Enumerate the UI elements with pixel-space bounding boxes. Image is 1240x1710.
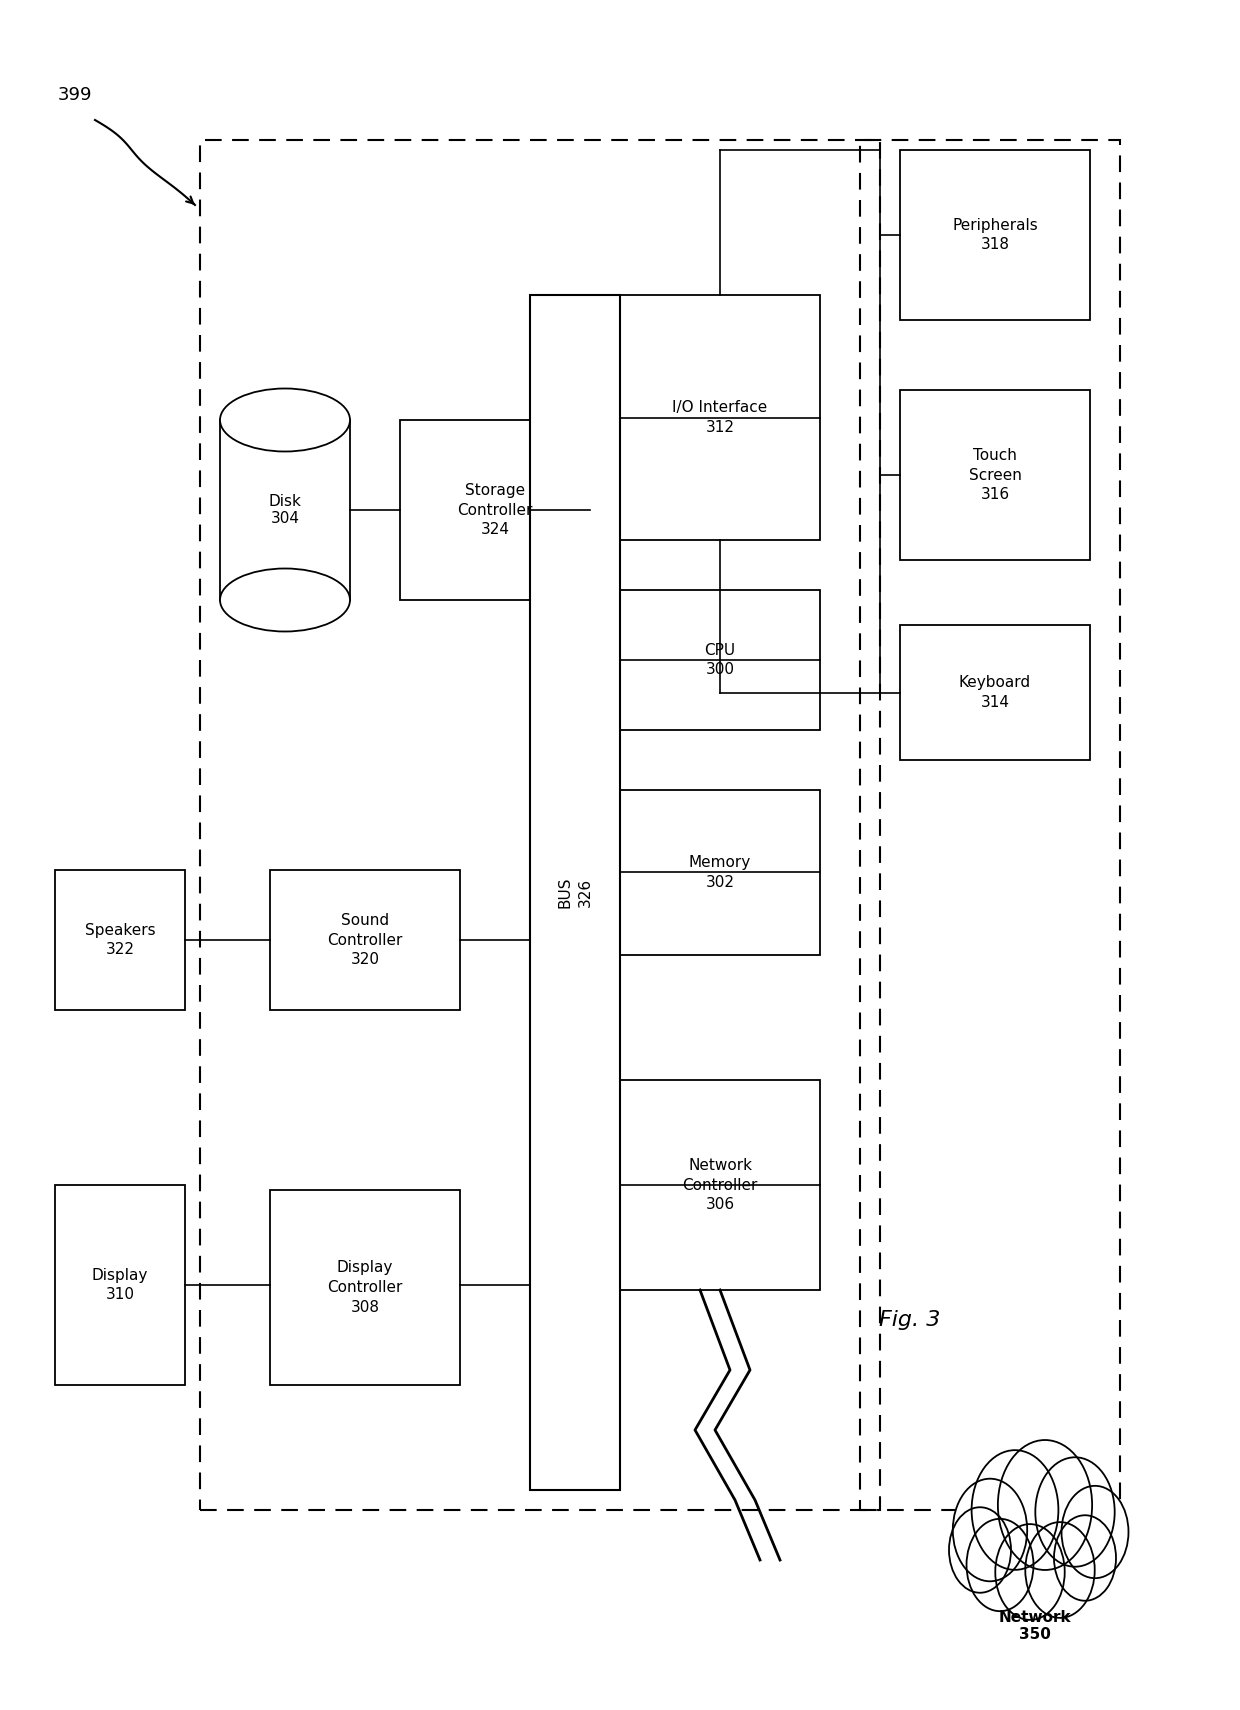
Bar xyxy=(55,870,185,1011)
Bar xyxy=(529,296,620,1489)
Text: Storage
Controller
324: Storage Controller 324 xyxy=(458,482,533,537)
Circle shape xyxy=(1054,1515,1116,1601)
Circle shape xyxy=(972,1450,1059,1570)
Bar xyxy=(401,421,590,600)
Bar xyxy=(55,1185,185,1385)
Bar xyxy=(200,140,880,1510)
Text: Speakers
322: Speakers 322 xyxy=(84,923,155,958)
Circle shape xyxy=(966,1518,1033,1611)
Text: BUS
326: BUS 326 xyxy=(558,877,593,908)
Bar xyxy=(620,790,820,954)
Text: Sound
Controller
320: Sound Controller 320 xyxy=(327,913,403,968)
Circle shape xyxy=(952,1479,1027,1582)
Text: Memory
302: Memory 302 xyxy=(689,855,751,889)
Circle shape xyxy=(1061,1486,1128,1578)
Bar xyxy=(900,390,1090,559)
Text: Touch
Screen
316: Touch Screen 316 xyxy=(968,448,1022,503)
Text: Fig. 3: Fig. 3 xyxy=(879,1310,941,1330)
Ellipse shape xyxy=(219,388,350,451)
Bar xyxy=(620,1081,820,1289)
Circle shape xyxy=(1025,1522,1095,1618)
Text: I/O Interface
312: I/O Interface 312 xyxy=(672,400,768,434)
Bar xyxy=(620,296,820,540)
Text: Peripherals
318: Peripherals 318 xyxy=(952,217,1038,253)
Bar xyxy=(900,624,1090,759)
Circle shape xyxy=(949,1507,1011,1592)
Bar xyxy=(861,140,1120,1510)
Text: Disk
304: Disk 304 xyxy=(269,494,301,527)
Bar xyxy=(270,1190,460,1385)
Bar xyxy=(900,150,1090,320)
Text: Network
350: Network 350 xyxy=(998,1611,1071,1642)
Text: Display
Controller
308: Display Controller 308 xyxy=(327,1260,403,1315)
Text: Network
Controller
306: Network Controller 306 xyxy=(682,1158,758,1212)
Text: CPU
300: CPU 300 xyxy=(704,643,735,677)
Bar xyxy=(219,421,350,600)
Text: Display
310: Display 310 xyxy=(92,1267,149,1303)
Bar xyxy=(270,870,460,1011)
Bar xyxy=(620,590,820,730)
Ellipse shape xyxy=(219,568,350,631)
Text: Keyboard
314: Keyboard 314 xyxy=(959,675,1032,710)
Circle shape xyxy=(996,1524,1065,1619)
Text: 399: 399 xyxy=(58,86,92,104)
Circle shape xyxy=(998,1440,1092,1570)
Circle shape xyxy=(1035,1457,1115,1566)
